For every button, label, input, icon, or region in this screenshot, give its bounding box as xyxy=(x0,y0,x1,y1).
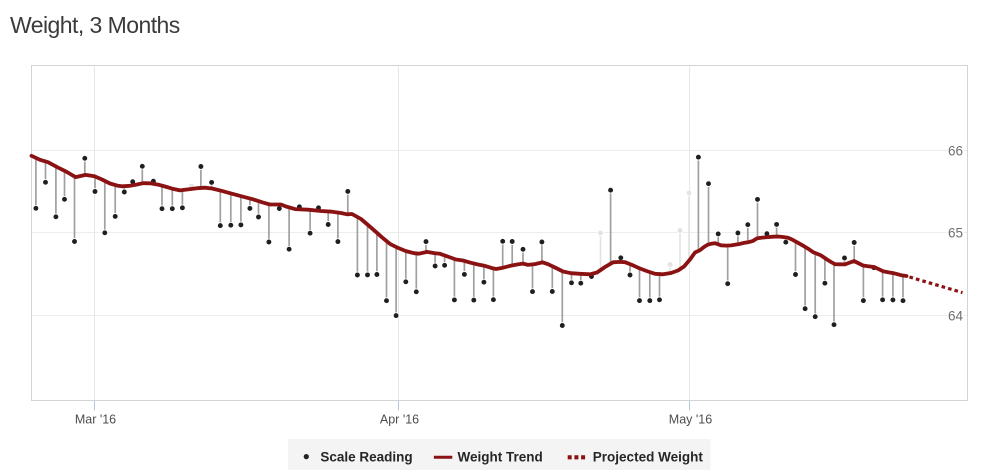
svg-text:64: 64 xyxy=(948,308,964,323)
svg-text:65: 65 xyxy=(948,225,963,240)
svg-text:66: 66 xyxy=(948,143,963,158)
svg-text:Weight Trend: Weight Trend xyxy=(458,449,543,464)
svg-text:Projected Weight: Projected Weight xyxy=(593,449,704,464)
svg-text:Apr '16: Apr '16 xyxy=(380,412,419,426)
svg-text:Scale Reading: Scale Reading xyxy=(320,449,412,464)
svg-text:May '16: May '16 xyxy=(669,412,712,426)
svg-text:Mar '16: Mar '16 xyxy=(75,412,116,426)
